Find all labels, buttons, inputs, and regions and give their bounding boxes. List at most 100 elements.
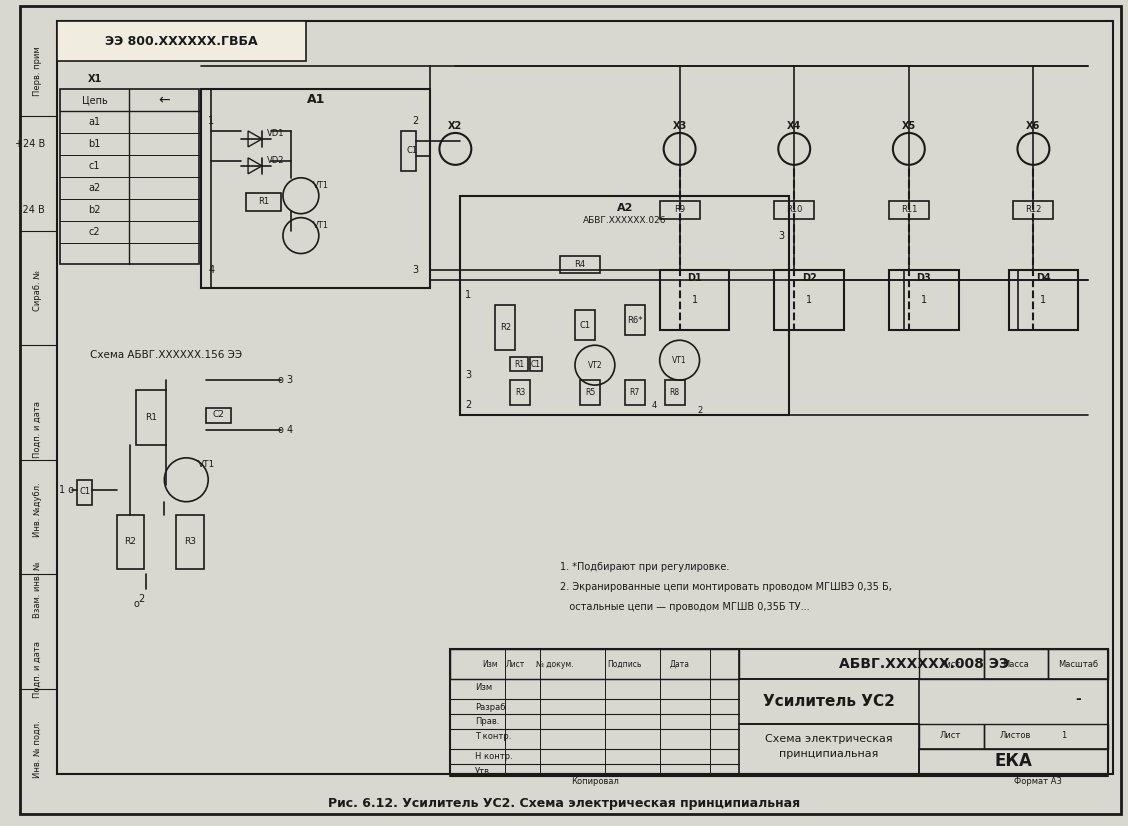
Text: Лист: Лист <box>940 660 961 669</box>
Text: X3: X3 <box>672 121 687 131</box>
Bar <box>984 649 1048 679</box>
Text: 2: 2 <box>465 400 472 410</box>
Bar <box>495 306 515 350</box>
Bar <box>664 380 685 405</box>
Text: VT1: VT1 <box>197 460 214 469</box>
Text: Масштаб: Масштаб <box>1058 660 1099 669</box>
Text: A2: A2 <box>617 202 633 212</box>
Text: R4: R4 <box>574 260 585 269</box>
Text: Т контр.: Т контр. <box>475 733 512 742</box>
Bar <box>400 131 415 171</box>
Text: D2: D2 <box>802 273 817 283</box>
Bar <box>580 380 600 405</box>
Text: a1: a1 <box>88 117 100 127</box>
Bar <box>1048 649 1108 679</box>
Text: VD2: VD2 <box>267 156 284 165</box>
Bar <box>450 649 740 679</box>
Text: R7: R7 <box>629 387 640 396</box>
Text: Взам. инв. №: Взам. инв. № <box>33 561 42 618</box>
Text: 1: 1 <box>1040 296 1047 306</box>
Text: VT2: VT2 <box>588 361 602 370</box>
Text: Дата: Дата <box>670 660 689 669</box>
Bar <box>77 480 91 505</box>
Text: 2: 2 <box>697 406 702 415</box>
Text: D3: D3 <box>916 273 931 283</box>
Bar <box>740 679 919 724</box>
Text: о 3: о 3 <box>279 375 293 385</box>
Bar <box>1013 201 1054 219</box>
Bar <box>774 201 814 219</box>
Text: X6: X6 <box>1026 121 1040 131</box>
Bar <box>559 255 600 273</box>
Bar <box>1008 270 1078 330</box>
Bar <box>56 21 306 61</box>
Text: 1. *Подбирают при регулировке.: 1. *Подбирают при регулировке. <box>559 563 730 572</box>
Text: Изм: Изм <box>483 660 499 669</box>
Text: R1: R1 <box>258 197 270 206</box>
Text: Утв.: Утв. <box>475 767 493 776</box>
Text: R3: R3 <box>184 537 196 546</box>
Text: X5: X5 <box>901 121 916 131</box>
Text: Инв. № подл.: Инв. № подл. <box>33 720 42 778</box>
Text: ЕКА: ЕКА <box>995 752 1032 770</box>
Text: 3: 3 <box>778 230 784 240</box>
Text: 4: 4 <box>652 401 658 410</box>
Text: R1: R1 <box>514 359 525 368</box>
Text: R3: R3 <box>515 387 526 396</box>
Text: b1: b1 <box>88 139 100 149</box>
Text: R2: R2 <box>500 323 511 332</box>
Text: 2: 2 <box>139 595 144 605</box>
Text: R12: R12 <box>1025 205 1041 214</box>
Bar <box>889 270 959 330</box>
Text: C1: C1 <box>580 320 590 330</box>
Text: 4: 4 <box>209 265 214 276</box>
Text: 3: 3 <box>465 370 472 380</box>
Text: 2: 2 <box>413 116 418 126</box>
Text: b2: b2 <box>88 205 100 215</box>
Text: ЭЭ 800.XXXXXX.ГВБА: ЭЭ 800.XXXXXX.ГВБА <box>105 35 257 48</box>
Bar <box>660 201 699 219</box>
Bar <box>625 306 645 335</box>
Text: R10: R10 <box>786 205 802 214</box>
Text: Копировал: Копировал <box>571 777 619 786</box>
Text: R6*: R6* <box>627 316 643 325</box>
Bar <box>206 408 231 423</box>
Text: a2: a2 <box>88 183 100 192</box>
Text: C2: C2 <box>212 411 224 420</box>
Text: R1: R1 <box>146 414 158 422</box>
Text: Листов: Листов <box>999 731 1031 740</box>
Text: X2: X2 <box>448 121 462 131</box>
Text: 1: 1 <box>691 296 697 306</box>
Text: Цепь: Цепь <box>81 95 107 105</box>
Text: Подп. и дата: Подп. и дата <box>33 401 42 458</box>
Text: C1: C1 <box>79 487 90 496</box>
Text: R11: R11 <box>900 205 917 214</box>
Bar <box>510 380 530 405</box>
Text: Разраб: Разраб <box>475 702 505 711</box>
Text: Лист: Лист <box>505 660 525 669</box>
Text: X1: X1 <box>88 74 102 84</box>
Bar <box>450 649 1108 774</box>
Text: c2: c2 <box>89 226 100 236</box>
Text: 1 о: 1 о <box>59 485 74 495</box>
Text: Прав.: Прав. <box>475 718 500 726</box>
Text: АБВГ.XXXXXX.008 ЭЭ: АБВГ.XXXXXX.008 ЭЭ <box>838 657 1008 672</box>
Text: Усилитель УС2: Усилитель УС2 <box>764 694 895 709</box>
Text: Изм: Изм <box>475 682 493 691</box>
Text: принципиальная: принципиальная <box>779 749 879 759</box>
Text: 2. Экранированные цепи монтировать проводом МГШВЭ 0,35 Б,: 2. Экранированные цепи монтировать прово… <box>559 582 892 592</box>
Bar <box>660 270 730 330</box>
Text: C1: C1 <box>531 359 541 368</box>
Text: VT1: VT1 <box>312 221 329 230</box>
Text: № докум.: № докум. <box>536 660 574 669</box>
Text: ←: ← <box>159 93 170 107</box>
Text: 1: 1 <box>807 296 812 306</box>
Text: VD1: VD1 <box>267 130 284 139</box>
Text: Формат А3: Формат А3 <box>1014 777 1063 786</box>
Bar <box>919 724 984 749</box>
Text: 1: 1 <box>209 116 214 126</box>
Bar <box>136 390 166 445</box>
Bar <box>530 357 543 371</box>
Text: -24 В: -24 В <box>19 205 45 215</box>
Text: Подп. и дата: Подп. и дата <box>33 641 42 698</box>
